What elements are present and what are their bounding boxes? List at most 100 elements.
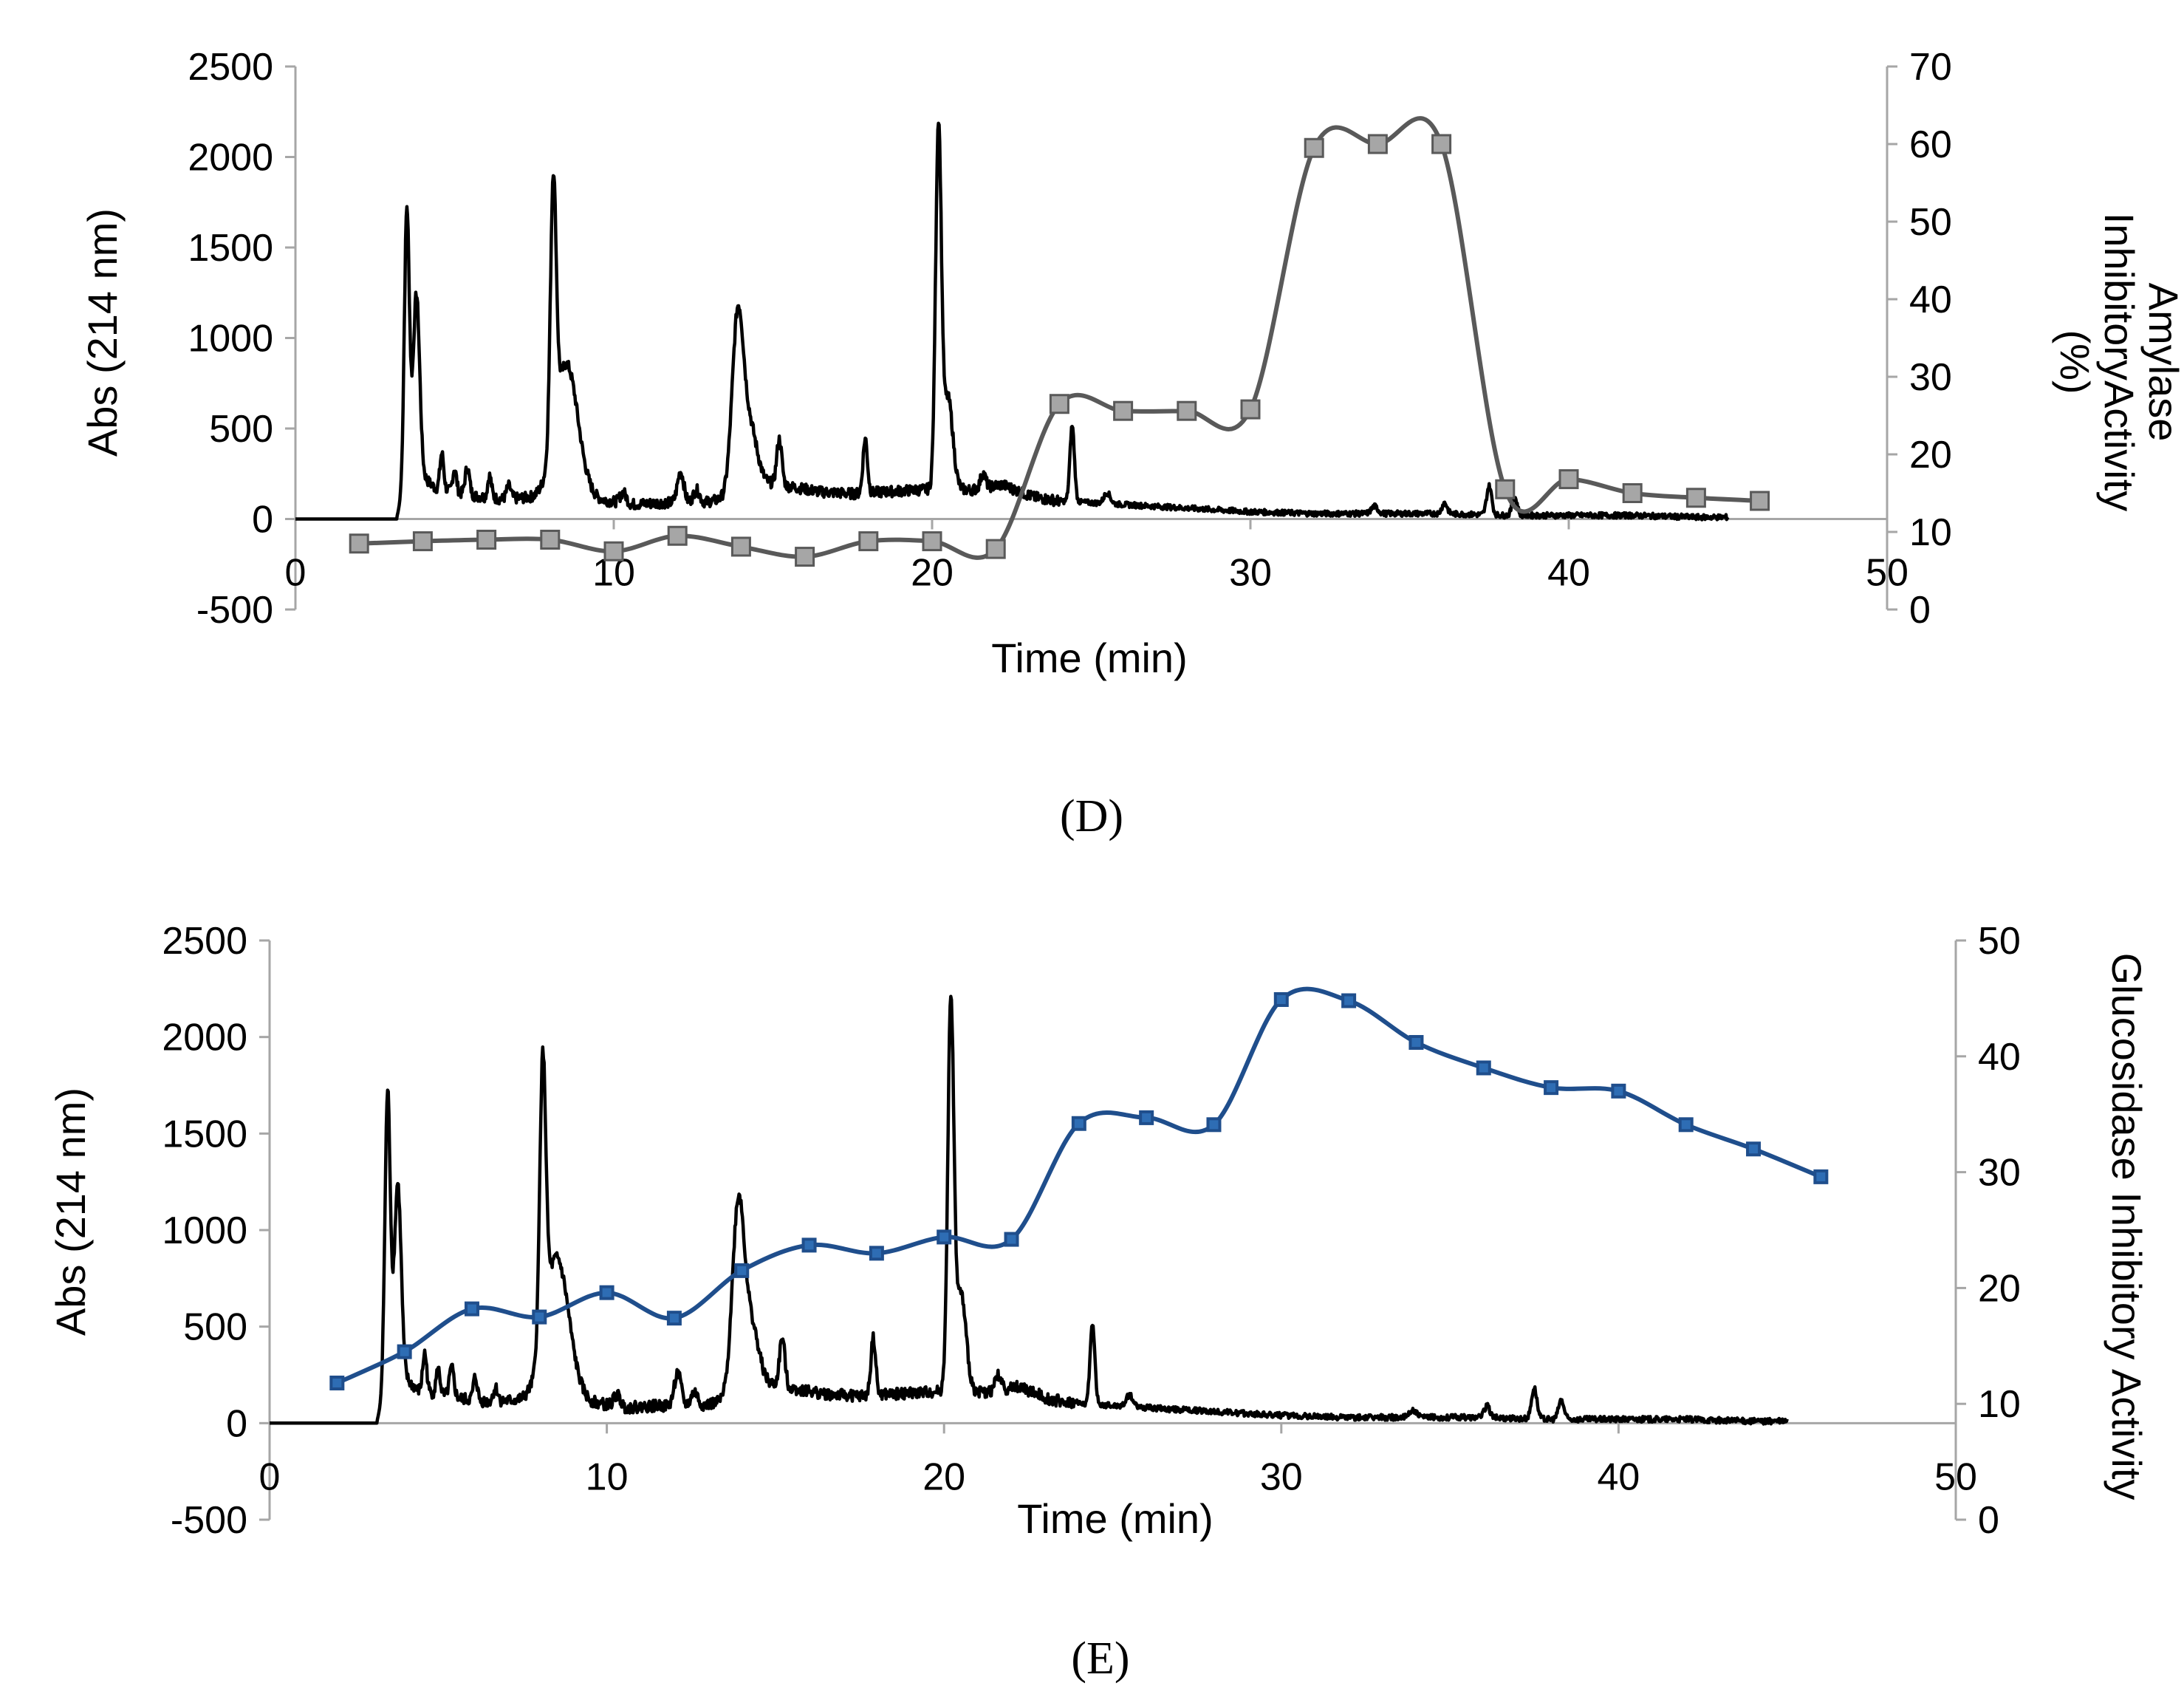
x-tick-label: 30 (1260, 1455, 1303, 1498)
activity-point (869, 1246, 884, 1261)
y-tick-label: 1500 (162, 1113, 247, 1155)
activity-point (858, 531, 879, 552)
activity-point (1367, 134, 1388, 154)
y2-tick-label: 30 (1909, 356, 1952, 399)
y2-tick-label: 50 (1909, 201, 1952, 244)
y2-axis-label-d-line2: InhibitoryActivity (2096, 213, 2143, 512)
x-tick-label: 50 (1866, 552, 1909, 595)
activity-point (1750, 491, 1770, 511)
activity-point (1408, 1034, 1424, 1050)
y-tick-label: 500 (183, 1306, 247, 1349)
activity-point (1476, 1060, 1491, 1076)
y-tick-label: 2500 (188, 46, 273, 89)
x-tick-label: 20 (911, 552, 954, 595)
activity-point (1273, 991, 1289, 1007)
panel-label-e: (E) (1071, 1633, 1129, 1684)
y-tick-label: 2000 (188, 137, 273, 180)
activity-line (336, 986, 1822, 1385)
activity-point (329, 1375, 345, 1390)
activity-point (1622, 483, 1643, 503)
activity-point (1813, 1169, 1829, 1184)
activity-point (734, 1263, 750, 1278)
activity-point (1240, 399, 1261, 420)
y-tick-label: 2500 (162, 920, 247, 963)
y-axis-label-e: Abs (214 nm) (47, 1087, 94, 1336)
y2-axis-label-d: Amylase InhibitoryActivity (%) (2052, 213, 2184, 512)
y2-tick-label: 20 (1978, 1267, 2021, 1310)
panel-label-d: (D) (1060, 791, 1123, 841)
y-tick-label: 0 (226, 1402, 247, 1445)
activity-point (1611, 1083, 1626, 1099)
y2-tick-label: 60 (1909, 123, 1952, 166)
activity-point (464, 1301, 479, 1317)
y2-tick-label: 40 (1909, 279, 1952, 321)
activity-point (476, 530, 497, 550)
chart-panel-d: -500 0 500 1000 1500 2000 2500 0 10 20 30 40 50 60 70 0… (79, 46, 2184, 841)
activity-point (985, 539, 1006, 559)
chromatogram-line (294, 121, 1730, 522)
activity-point (349, 533, 369, 554)
activity-point (1206, 1117, 1222, 1133)
activity-point (795, 547, 815, 567)
activity-point (730, 536, 751, 557)
x-axis-label-e: Time (min) (1017, 1495, 1213, 1542)
chromatogram-line (268, 994, 1789, 1426)
activity-point (397, 1344, 412, 1359)
y-tick-label: 1000 (162, 1209, 247, 1252)
activity-point (1685, 488, 1706, 508)
activity-point (666, 1311, 682, 1326)
y-axis-label-d: Abs (214 nm) (79, 208, 126, 457)
activity-point (667, 525, 688, 546)
x-tick-label: 30 (1229, 552, 1272, 595)
activity-point (1177, 400, 1197, 421)
y2-tick-label: 0 (1909, 589, 1931, 632)
activity-point (1341, 993, 1357, 1008)
x-tick-label: 0 (259, 1455, 281, 1498)
activity-point (1071, 1116, 1086, 1131)
y2-tick-label: 10 (1978, 1383, 2021, 1426)
activity-point (937, 1229, 952, 1245)
activity-point (922, 531, 942, 552)
activity-point (1495, 479, 1516, 499)
x-tick-label: 40 (1547, 552, 1590, 595)
activity-point (412, 531, 433, 552)
y2-tick-label: 30 (1978, 1152, 2021, 1195)
y2-axis-label-e: Glucosidase Inhibitory Activity (2103, 953, 2150, 1500)
activity-point (532, 1309, 547, 1325)
axes-d: -500 0 500 1000 1500 2000 2500 0 10 20 30 40 50 60 70 0… (188, 46, 1952, 632)
activity-point (1431, 134, 1452, 154)
y-tick-label: 0 (252, 499, 273, 542)
x-tick-label: 0 (285, 552, 307, 595)
marks-e (268, 986, 1829, 1426)
activity-point (1049, 394, 1069, 414)
activity-line (359, 116, 1760, 560)
x-tick-label: 20 (922, 1455, 965, 1498)
activity-point (1139, 1110, 1154, 1125)
y-tick-label: 1500 (188, 227, 273, 270)
activity-point (1678, 1117, 1694, 1133)
y-tick-label: -500 (196, 589, 273, 632)
y2-tick-label: 10 (1909, 511, 1952, 554)
activity-point (1304, 137, 1324, 158)
y-tick-label: 1000 (188, 318, 273, 361)
x-tick-label: 40 (1597, 1455, 1640, 1498)
activity-point (1558, 469, 1579, 490)
activity-point (603, 541, 624, 561)
y2-tick-label: 0 (1978, 1499, 1999, 1542)
activity-point (1544, 1080, 1559, 1096)
activity-point (599, 1285, 615, 1300)
y2-axis-label-d-line1: Amylase (2140, 283, 2184, 442)
x-axis-label-d: Time (min) (991, 635, 1187, 681)
x-tick-label: 50 (1934, 1455, 1977, 1498)
y2-tick-label: 70 (1909, 46, 1952, 89)
activity-point (1004, 1232, 1019, 1247)
activity-point (540, 530, 561, 550)
y2-axis-label-d-line3: (%) (2052, 330, 2098, 394)
y-tick-label: 500 (209, 408, 273, 451)
marks-d (294, 116, 1770, 567)
x-tick-label: 10 (586, 1455, 629, 1498)
y-tick-label: -500 (171, 1499, 247, 1542)
